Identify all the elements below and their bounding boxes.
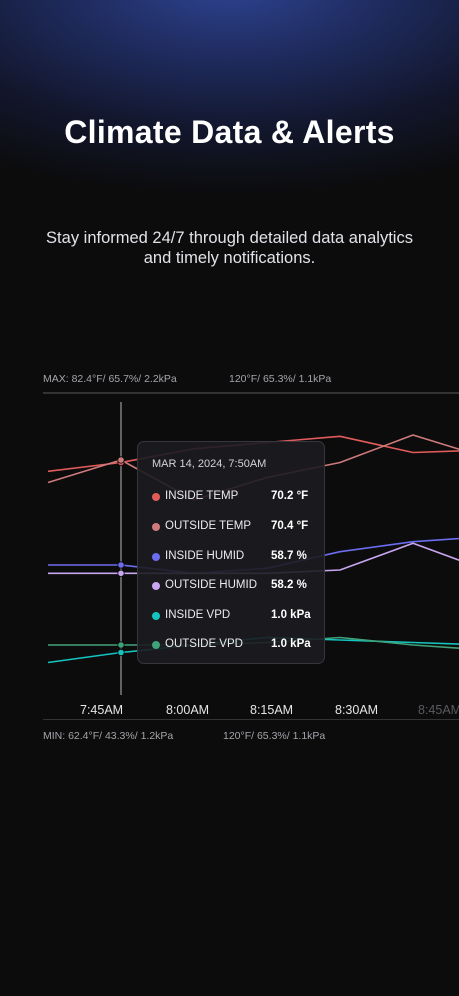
chart-max-right-label: 120°F/ 65.3%/ 1.1kPa xyxy=(229,373,332,385)
tooltip-date: MAR 14, 2024, 7:50AM xyxy=(152,458,267,470)
tooltip-row-value: 58.2 % xyxy=(271,579,307,591)
series-color-dot xyxy=(152,493,160,501)
tooltip-row-label: INSIDE VPD xyxy=(165,609,231,621)
series-line-inside-temp xyxy=(47,435,459,473)
series-point-inside-humid xyxy=(117,561,125,569)
x-tick-label: 8:15AM xyxy=(250,703,294,717)
chart-tooltip: MAR 14, 2024, 7:50AM INSIDE TEMP 70.2 °F… xyxy=(137,441,325,664)
series-color-dot xyxy=(152,553,160,561)
tooltip-row-label: OUTSIDE TEMP xyxy=(165,520,252,532)
tooltip-row-outside-temp: OUTSIDE TEMP 70.4 °F xyxy=(152,519,322,535)
tooltip-row-value: 70.4 °F xyxy=(271,520,309,532)
tooltip-row-label: OUTSIDE VPD xyxy=(165,638,243,650)
series-point-inside-vpd xyxy=(117,648,125,657)
series-color-dot xyxy=(152,641,160,649)
series-point-outside-temp xyxy=(117,456,125,464)
tooltip-row-outside-humid: OUTSIDE HUMID 58.2 % xyxy=(152,578,322,594)
series-color-dot xyxy=(152,582,160,590)
tooltip-row-inside-vpd: INSIDE VPD 1.0 kPa xyxy=(152,608,322,624)
x-tick-label: 8:45AM xyxy=(418,703,459,717)
tooltip-row-label: INSIDE HUMID xyxy=(165,550,245,562)
tooltip-row-value: 58.7 % xyxy=(271,550,307,562)
page-title: Climate Data & Alerts xyxy=(64,114,395,150)
tooltip-row-inside-humid: INSIDE HUMID 58.7 % xyxy=(152,549,322,565)
series-point-outside-humid xyxy=(117,569,125,577)
tooltip-row-value: 1.0 kPa xyxy=(271,638,311,650)
tooltip-row-value: 70.2 °F xyxy=(271,490,309,502)
page-subtitle: Stay informed 24/7 through detailed data… xyxy=(46,229,413,267)
tooltip-row-label: INSIDE TEMP xyxy=(165,490,239,502)
x-tick-label: 7:45AM xyxy=(80,703,124,717)
chart-min-right-label: 120°F/ 65.3%/ 1.1kPa xyxy=(223,730,326,742)
hero-background xyxy=(0,0,459,300)
chart-max-label: MAX: 82.4°F/ 65.7%/ 2.2kPa xyxy=(43,373,177,385)
series-color-dot xyxy=(152,523,160,531)
series-color-dot xyxy=(152,612,160,620)
tooltip-row-label: OUTSIDE HUMID xyxy=(165,579,257,591)
x-tick-label: 8:00AM xyxy=(166,703,210,717)
tooltip-row-inside-temp: INSIDE TEMP 70.2 °F xyxy=(152,489,322,505)
tooltip-row-outside-vpd: OUTSIDE VPD 1.0 kPa xyxy=(152,637,322,653)
series-point-outside-vpd xyxy=(117,641,125,649)
tooltip-row-value: 1.0 kPa xyxy=(271,609,311,621)
x-tick-label: 8:30AM xyxy=(335,703,379,717)
chart-min-label: MIN: 62.4°F/ 43.3%/ 1.2kPa xyxy=(43,730,174,742)
